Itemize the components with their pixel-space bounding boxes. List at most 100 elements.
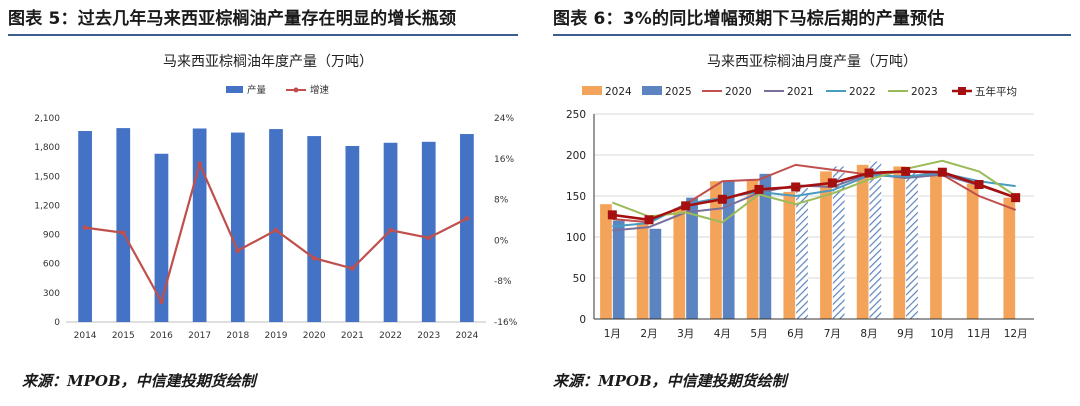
bar-2024 (746, 179, 759, 319)
legend-label: 2025 (665, 86, 692, 98)
y-right-tick-label: 16% (494, 155, 514, 165)
y-tick-label: 200 (566, 150, 586, 162)
five-year-average-marker (901, 166, 911, 176)
annual-production-chart: 马来西亚棕榈油年度产量（万吨） 产量 增速 0 300 600 900 1,200 1,5… (34, 54, 518, 341)
bar-2024 (856, 164, 869, 319)
x-tick-label: 4月 (714, 328, 731, 340)
five-year-average-marker (791, 182, 801, 192)
five-year-average-marker (974, 180, 984, 190)
production-bar (230, 132, 245, 322)
x-tick-label: 11月 (967, 328, 991, 340)
production-bar (345, 145, 360, 322)
growth-rate-point (159, 299, 164, 304)
x-tick-label: 7月 (824, 328, 841, 340)
growth-rate-point (464, 216, 470, 221)
legend-label: 2023 (911, 86, 938, 98)
legend-swatch-2025 (642, 86, 662, 95)
x-tick-label: 2017 (188, 331, 211, 341)
x-tick-label: 2018 (226, 331, 249, 341)
y-left-tick-label: 0 (54, 318, 60, 328)
legend-label-production: 产量 (247, 84, 267, 96)
five-year-average-marker (717, 194, 727, 204)
production-bar (269, 129, 283, 322)
x-tick-label: 12月 (1004, 328, 1028, 340)
bar-2025 (906, 171, 918, 319)
y-left-tick-label: 1,800 (34, 143, 60, 153)
y-right-tick-label: 24% (494, 114, 514, 124)
growth-rate-point (197, 161, 203, 167)
y-right-tick-label: 8% (494, 196, 509, 206)
bar-2025 (686, 197, 698, 319)
growth-rate-point (349, 266, 355, 271)
five-year-average-marker (681, 201, 691, 211)
legend-label-growth: 增速 (310, 84, 330, 96)
x-tick-label: 2020 (303, 331, 326, 341)
annual-legend: 产量 增速 (226, 84, 330, 96)
y-right-tick-label: -8% (494, 277, 512, 287)
bar-2024 (673, 208, 686, 319)
bar-2025 (869, 161, 882, 319)
five-year-average-marker (607, 210, 617, 220)
right-figure-title: 图表 6：3%的同比增幅预期下马棕后期的产量预估 (553, 9, 945, 29)
bar-2024 (1003, 197, 1016, 319)
y-left-tick-label: 900 (43, 231, 60, 241)
x-tick-label: 2023 (417, 331, 440, 341)
legend-swatch-2024 (582, 86, 602, 95)
line-2023 (611, 159, 1017, 224)
x-tick-label: 2014 (74, 331, 97, 341)
growth-rate-point (311, 255, 317, 261)
five-year-average-marker (754, 184, 764, 194)
x-tick-label: 6月 (787, 328, 804, 340)
x-tick-label: 2月 (640, 328, 657, 340)
bar-2025 (612, 220, 625, 319)
production-bar (154, 153, 169, 322)
five-year-average-marker (644, 215, 654, 225)
bar-2025 (832, 166, 845, 319)
growth-rate-point (388, 227, 393, 233)
x-tick-label: 2015 (112, 331, 135, 341)
x-tick-label: 2024 (455, 331, 478, 341)
left-source-note: 来源：MPOB，中信建投期货绘制 (22, 372, 256, 390)
bar-2024 (893, 166, 906, 319)
y-tick-label: 250 (566, 109, 586, 121)
y-right-tick-label: -16% (494, 318, 518, 328)
left-figure-title: 图表 5：过去几年马来西亚棕榈油产量存在明显的增长瓶颈 (8, 9, 457, 29)
growth-rate-point (120, 230, 126, 236)
y-left-tick-label: 2,100 (34, 114, 60, 124)
y-left-tick-label: 1,200 (34, 201, 60, 211)
left-title-rule (8, 34, 518, 36)
monthly-production-chart: 马来西亚棕榈油月度产量（万吨） 2024 2025 2020 2021 2022 2023… (566, 54, 1034, 340)
y-tick-label: 100 (566, 232, 586, 244)
legend-label: 五年平均 (975, 85, 1017, 98)
y-left-tick-label: 300 (43, 289, 60, 299)
x-tick-label: 2019 (265, 331, 288, 341)
x-tick-label: 2016 (150, 331, 173, 341)
bar-2025 (796, 187, 808, 319)
x-tick-label: 10月 (930, 328, 954, 340)
legend-label: 2021 (787, 86, 814, 98)
monthly-chart-title: 马来西亚棕榈油月度产量（万吨） (707, 54, 917, 70)
growth-rate-point (235, 248, 241, 254)
five-year-average-marker (937, 167, 947, 177)
bar-2024 (636, 223, 649, 319)
legend-swatch-average-marker (958, 87, 966, 95)
right-source-note: 来源：MPOB，中信建投期货绘制 (553, 372, 787, 390)
bar-2025 (722, 181, 735, 319)
bar-2024 (783, 191, 796, 319)
bar-2024 (710, 181, 722, 319)
production-bar (460, 134, 474, 322)
monthly-legend: 2024 2025 2020 2021 2022 2023 五年平均 (582, 85, 1017, 98)
x-tick-label: 2022 (379, 331, 402, 341)
bar-2024 (966, 183, 979, 319)
x-tick-label: 5月 (750, 328, 767, 340)
legend-label: 2022 (849, 86, 876, 98)
production-bar (192, 128, 207, 322)
growth-rate-point (273, 227, 279, 233)
growth-rate-point (426, 235, 432, 241)
x-tick-label: 3月 (677, 328, 694, 340)
five-year-average-marker (827, 178, 837, 188)
y-left-tick-label: 1,500 (34, 172, 60, 182)
x-tick-label: 8月 (860, 328, 877, 340)
legend-label: 2024 (605, 86, 632, 98)
growth-rate-point (82, 225, 88, 231)
